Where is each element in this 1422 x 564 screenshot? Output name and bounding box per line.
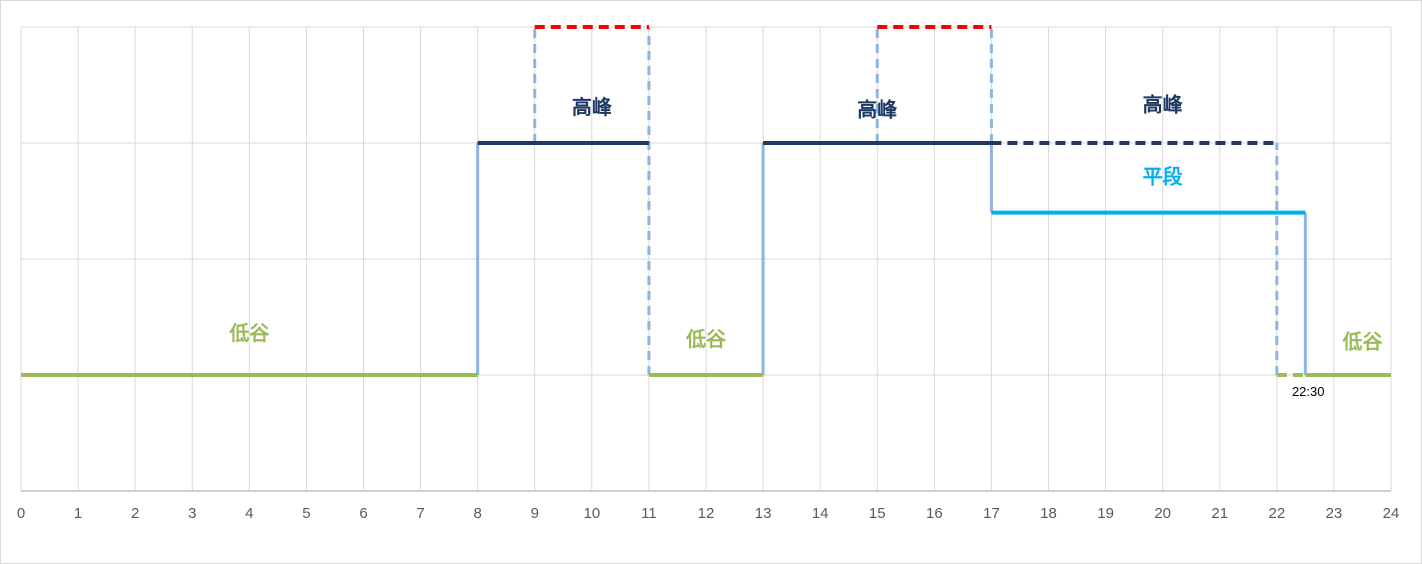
x-tick-label: 23 — [1326, 505, 1343, 522]
x-tick-label: 4 — [245, 505, 253, 522]
x-tick-label: 13 — [755, 505, 772, 522]
segment-annotations: 低谷高峰尖峰低谷高峰尖峰高峰平段低谷22:30 — [228, 1, 1383, 399]
grid-layer — [20, 26, 1392, 492]
x-tick-label: 22 — [1268, 505, 1285, 522]
x-tick-label: 14 — [812, 505, 829, 522]
x-tick-label: 10 — [583, 505, 600, 522]
x-tick-label: 15 — [869, 505, 886, 522]
x-tick-label: 18 — [1040, 505, 1057, 522]
x-tick-label: 20 — [1154, 505, 1171, 522]
x-tick-label: 7 — [416, 505, 424, 522]
time-note-label: 22:30 — [1292, 384, 1325, 399]
x-tick-label: 16 — [926, 505, 943, 522]
low-label: 低谷 — [228, 321, 270, 345]
x-tick-label: 8 — [473, 505, 481, 522]
flat-label: 平段 — [1143, 165, 1183, 189]
x-tick-label: 19 — [1097, 505, 1114, 522]
low-label: 低谷 — [1341, 329, 1383, 353]
x-tick-label: 6 — [359, 505, 367, 522]
low-label: 低谷 — [685, 327, 727, 351]
transition-lines — [476, 27, 1307, 375]
x-tick-label: 5 — [302, 505, 310, 522]
x-tick-label: 0 — [17, 505, 25, 522]
x-tick-label: 2 — [131, 505, 139, 522]
peak-label: 尖峰 — [572, 1, 612, 3]
x-tick-label: 3 — [188, 505, 196, 522]
high-label: 高峰 — [1143, 93, 1183, 117]
x-tick-label: 24 — [1383, 505, 1400, 522]
x-tick-label: 17 — [983, 505, 1000, 522]
x-tick-label: 12 — [698, 505, 715, 522]
x-tick-label: 9 — [531, 505, 539, 522]
x-tick-label: 11 — [641, 505, 657, 522]
level-segments — [21, 25, 1391, 377]
x-tick-label: 1 — [74, 505, 82, 522]
x-tick-label: 21 — [1211, 505, 1228, 522]
high-label: 高峰 — [857, 97, 897, 121]
x-tick-labels: 0 1 2 3 4 5 6 7 8 9 10 11 12 13 14 15 16 17 18 19 20 21 22 23 24 — [17, 505, 1400, 522]
high-label: 高峰 — [572, 95, 612, 119]
